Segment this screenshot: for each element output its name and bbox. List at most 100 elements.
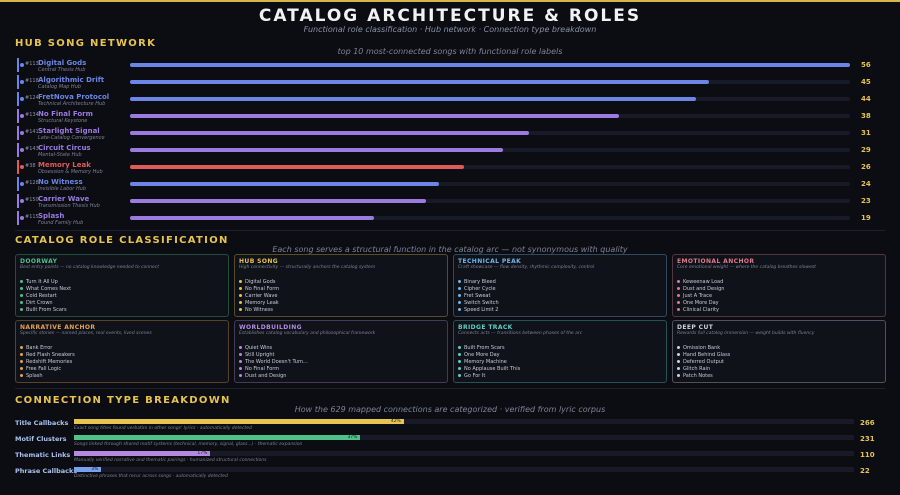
role-card-song[interactable]: Memory Machine	[458, 359, 520, 366]
role-card-song-list: Turn It All Up What Comes Next Cold Restar…	[20, 279, 71, 314]
hub-row[interactable]: #118 Algorithmic Drift Catalog Map Hub 45	[15, 73, 885, 90]
hub-rank: #128	[25, 180, 39, 186]
role-card-song[interactable]: Glitch Rain	[677, 366, 730, 373]
hub-row[interactable]: #38 Memory Leak Obsession & Memory Hub 26	[15, 158, 885, 175]
hub-network-chart: #113 Digital Gods Central Thesis Hub 56 #118…	[15, 56, 885, 228]
role-card-song[interactable]: Go For It	[458, 373, 520, 380]
role-card[interactable]: NARRATIVE ANCHOR Specific stories — named…	[15, 320, 229, 383]
role-card-song[interactable]: Built From Scars	[458, 345, 520, 352]
bullet-dot-icon	[677, 287, 680, 290]
hub-row[interactable]: #141 Starlight Signal Late-Catalog Converg…	[15, 124, 885, 141]
role-card-song[interactable]: Redshift Memories	[20, 359, 75, 366]
role-card-song-title: Dirt Crown	[26, 300, 53, 306]
role-card-song[interactable]: Switch Switch	[458, 300, 499, 307]
role-card-song[interactable]: Dust and Design	[677, 286, 724, 293]
role-card-song[interactable]: Keweenaw Load	[677, 279, 724, 286]
role-card[interactable]: DEEP CUT Rewards full catalog immersion —…	[672, 320, 886, 383]
hub-row[interactable]: #134 No Final Form Structural Keystone 38	[15, 107, 885, 124]
role-card-song[interactable]: Hand Behind Glass	[677, 352, 730, 359]
role-card-song[interactable]: Red Flash Sneakers	[20, 352, 75, 359]
role-card-song[interactable]: Carrier Wave	[239, 293, 279, 300]
role-card-song[interactable]: Patch Notes	[677, 373, 730, 380]
role-card[interactable]: HUB SONG High connectivity — structurally…	[234, 254, 448, 317]
connection-count: 266	[860, 419, 875, 427]
connection-row[interactable]: Thematic Links 17% Manually verified narra…	[15, 451, 885, 469]
role-card-song[interactable]: No Witness	[239, 307, 279, 314]
connection-row[interactable]: Phrase Callbacks 3% Distinctive phrases th…	[15, 467, 885, 485]
role-card-song[interactable]: Still Upright	[239, 352, 308, 359]
role-card-song[interactable]: Deferred Output	[677, 359, 730, 366]
hub-value-label: 19	[861, 214, 871, 222]
connection-type-label: Thematic Links	[15, 451, 71, 459]
bullet-dot-icon	[458, 367, 461, 370]
role-card-song[interactable]: Free Fall Logic	[20, 366, 75, 373]
hub-role-label: Transmission Thesis Hub	[38, 203, 100, 209]
role-card-song-title: Memory Leak	[245, 300, 279, 306]
hub-value-label: 24	[861, 180, 871, 188]
role-card[interactable]: DOORWAY Best entry points — no catalog kn…	[15, 254, 229, 317]
section-divider	[15, 388, 885, 389]
role-card-song[interactable]: Omission Bank	[677, 345, 730, 352]
role-card[interactable]: WORLDBUILDING Establishes catalog vocabul…	[234, 320, 448, 383]
connection-percent-label: 42%	[390, 419, 401, 424]
role-card-song[interactable]: Cold Restart	[20, 293, 71, 300]
top-accent-line	[0, 0, 900, 2]
hub-row-accent	[17, 58, 19, 72]
role-card-song-title: Omission Bank	[683, 345, 721, 351]
role-card-song[interactable]: One More Day	[458, 352, 520, 359]
connection-bar-track: 3%	[74, 467, 854, 472]
role-card-song-list: Omission Bank Hand Behind Glass Deferred O…	[677, 345, 730, 380]
role-card-song[interactable]: Splash	[20, 373, 75, 380]
role-card-song[interactable]: One More Day	[677, 300, 724, 307]
hub-value-label: 23	[861, 197, 871, 205]
role-card-song[interactable]: Just A Trace	[677, 293, 724, 300]
role-card-song[interactable]: No Applause Built This	[458, 366, 520, 373]
hub-value-label: 29	[861, 146, 871, 154]
role-card-song[interactable]: No Final Form	[239, 366, 308, 373]
role-card-song[interactable]: Speed Limit 2	[458, 307, 499, 314]
role-card-song[interactable]: Bank Error	[20, 345, 75, 352]
hub-row[interactable]: #150 Carrier Wave Transmission Thesis Hub 2…	[15, 192, 885, 209]
connection-bar	[74, 467, 102, 472]
hub-section-heading: HUB SONG NETWORK	[15, 38, 157, 49]
hub-rank: #150	[25, 197, 39, 203]
role-card-song[interactable]: Digital Gods	[239, 279, 279, 286]
role-card-song[interactable]: No Final Form	[239, 286, 279, 293]
role-card-song[interactable]: Cipher Cycle	[458, 286, 499, 293]
hub-row[interactable]: #143 Circuit Circus Mental-State Hub 29	[15, 141, 885, 158]
role-card-song[interactable]: Quiet Wins	[239, 345, 308, 352]
role-card-song[interactable]: Binary Bleed	[458, 279, 499, 286]
role-card-title: DEEP CUT	[677, 324, 714, 331]
role-card-song[interactable]: Memory Leak	[239, 300, 279, 307]
connection-row[interactable]: Title Callbacks 42% Exact song titles foun…	[15, 419, 885, 437]
hub-role-label: Structural Keystone	[38, 118, 88, 124]
hub-row[interactable]: #128 No Witness Invisible Labor Hub 24	[15, 175, 885, 192]
connection-note: Exact song titles found verbatim in othe…	[74, 426, 252, 431]
bullet-dot-icon	[458, 287, 461, 290]
hub-value-label: 31	[861, 129, 871, 137]
role-card[interactable]: BRIDGE TRACK Connects acts — transitions …	[453, 320, 667, 383]
role-card-song-list: Keweenaw Load Dust and Design Just A Trace…	[677, 279, 724, 314]
hub-bar-track	[130, 131, 850, 135]
role-card-song-title: Built From Scars	[26, 307, 67, 313]
role-card-song[interactable]: Turn It All Up	[20, 279, 71, 286]
hub-row-accent	[17, 109, 19, 123]
connection-row[interactable]: Motif Clusters 37% Songs linked through sh…	[15, 435, 885, 453]
role-card-description: Connects acts — transitions between phas…	[458, 331, 583, 336]
hub-value-label: 44	[861, 95, 871, 103]
role-card-song[interactable]: Clinical Clarity	[677, 307, 724, 314]
role-card-song[interactable]: Fret Sweat	[458, 293, 499, 300]
role-card[interactable]: EMOTIONAL ANCHOR Core emotional weight — …	[672, 254, 886, 317]
role-card-title: DOORWAY	[20, 258, 58, 265]
role-card-song[interactable]: Dust and Design	[239, 373, 308, 380]
role-card-song[interactable]: The World Doesn't Turn...	[239, 359, 308, 366]
role-card[interactable]: TECHNICAL PEAK Craft showcase — flow dens…	[453, 254, 667, 317]
connection-bar	[74, 451, 211, 456]
hub-row[interactable]: #124 FretNova Protocol Technical Architect…	[15, 90, 885, 107]
role-card-song[interactable]: What Comes Next	[20, 286, 71, 293]
role-card-song[interactable]: Built From Scars	[20, 307, 71, 314]
hub-row[interactable]: #113 Digital Gods Central Thesis Hub 56	[15, 56, 885, 73]
hub-row[interactable]: #115 Splash Found Family Hub 19	[15, 209, 885, 226]
role-card-song[interactable]: Dirt Crown	[20, 300, 71, 307]
hub-node-dot	[20, 165, 24, 169]
